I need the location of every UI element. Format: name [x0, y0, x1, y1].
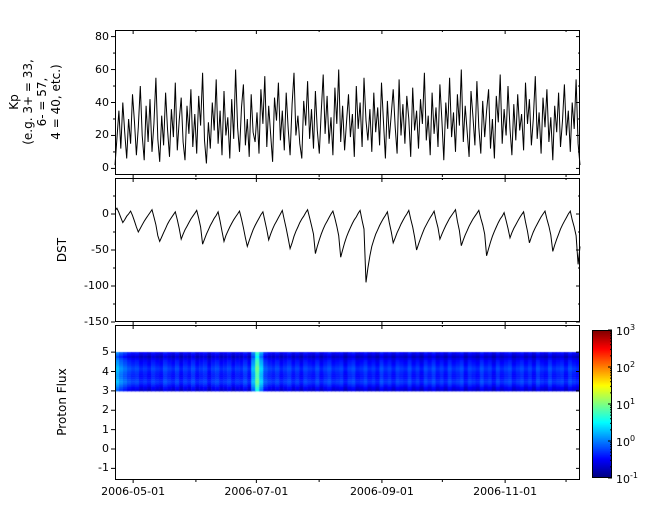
x-tick-label: 2006-07-01 — [224, 485, 289, 498]
dst-series-line — [114, 207, 581, 283]
colorbar-tick-label: 101 — [616, 397, 636, 412]
colorbar-tick-label: 10-1 — [616, 471, 638, 486]
y-tick-label-kp: 60 — [95, 62, 109, 76]
colorbar-gradient — [592, 330, 612, 478]
x-tick-label: 2006-09-01 — [349, 485, 414, 498]
kp-series-line — [114, 69, 581, 166]
x-tick-label: 2006-05-01 — [101, 485, 166, 498]
dst-axis-label: DST — [55, 237, 69, 263]
colorbar-tick-label: 102 — [616, 360, 636, 375]
y-tick-label-dst: -100 — [84, 279, 109, 292]
y-tick-label-dst: 0 — [102, 207, 109, 220]
y-tick-label-kp: 40 — [95, 95, 109, 109]
proton-flux-heatmap — [115, 325, 580, 480]
x-tick-label: 2006-11-01 — [473, 485, 538, 498]
y-tick-label-proton_flux: 5 — [102, 345, 109, 359]
y-tick-label-proton_flux: 0 — [102, 442, 109, 455]
colorbar-tick-label: 103 — [616, 323, 636, 338]
panel-border-proton_flux — [115, 325, 580, 480]
y-tick-label-kp: 0 — [102, 161, 109, 175]
y-tick-label-proton_flux: -1 — [98, 461, 109, 475]
y-tick-label-proton_flux: 1 — [102, 422, 109, 436]
y-tick-label-proton_flux: 4 — [102, 364, 109, 378]
colorbar-tick-label: 100 — [616, 434, 636, 449]
proton-flux-axis-label: Proton Flux — [55, 368, 69, 436]
y-tick-label-kp: 80 — [95, 29, 109, 43]
y-tick-label-proton_flux: 2 — [102, 403, 109, 417]
y-tick-label-proton_flux: 3 — [102, 383, 109, 397]
y-tick-label-kp: 20 — [95, 128, 109, 142]
y-tick-label-dst: -50 — [91, 243, 109, 256]
panel-border-dst — [115, 178, 580, 322]
y-tick-label-dst: -150 — [84, 315, 109, 328]
kp-axis-label: Kp (e.g. 3+ = 33, 6- = 57, 4 = 40, etc.) — [7, 59, 63, 145]
